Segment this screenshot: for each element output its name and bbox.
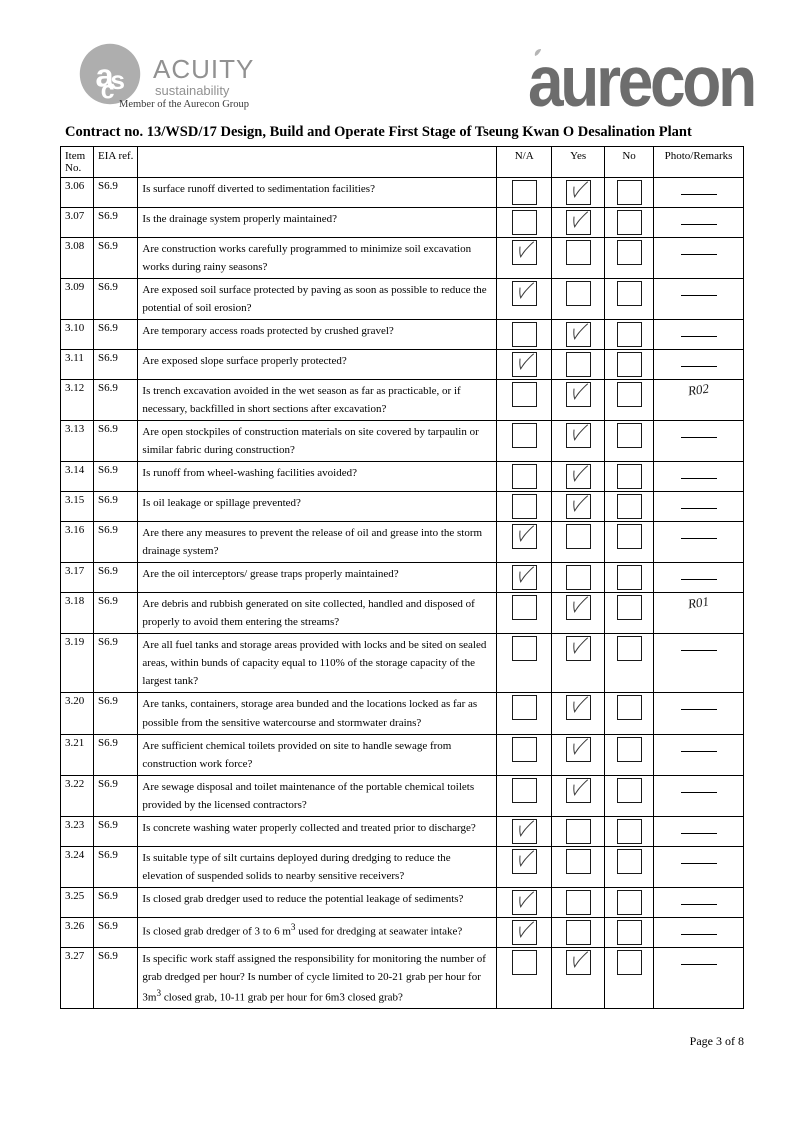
svg-text:c: c [101,78,115,105]
